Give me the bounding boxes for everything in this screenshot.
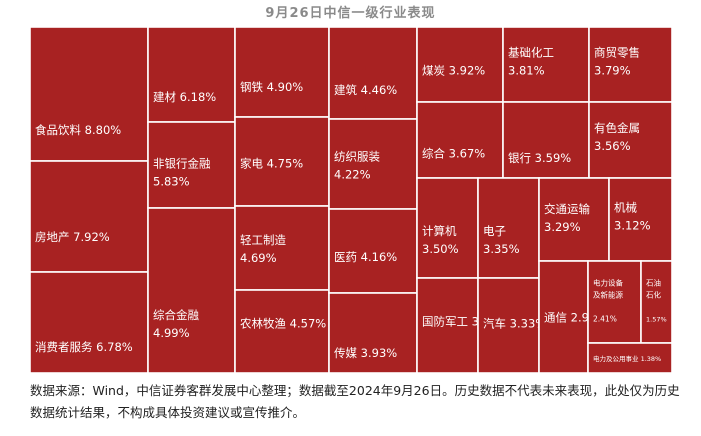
tile-value-label: 3.50%: [422, 242, 459, 256]
tile-value-label: 1.57%: [646, 316, 667, 324]
tile-name-label: 石油: [646, 278, 661, 288]
tile-value-label: 3.12%: [614, 219, 651, 233]
tile-name-label: 纺织服装: [334, 150, 380, 164]
treemap-tile: [29, 26, 149, 162]
tile-value-label: 3.56%: [594, 139, 631, 153]
tile-name-label: 及新能源: [593, 290, 623, 300]
treemap-tile: [147, 207, 236, 374]
treemap-tile: [328, 292, 418, 374]
tile-name-label: 轻工制造: [240, 233, 286, 247]
treemap-tile: [328, 118, 418, 210]
tile-value-label: 3.79%: [594, 64, 631, 78]
tile-value-label: 2.41%: [593, 315, 617, 324]
tile-value-label: 3.29%: [544, 220, 581, 234]
treemap-tile: [416, 101, 504, 179]
tile-label: 汽车 3.33%: [483, 316, 546, 330]
tile-value-label: 4.99%: [153, 326, 190, 340]
treemap-tile: [29, 271, 149, 374]
treemap-tile: [502, 101, 590, 179]
tile-name-label: 基础化工: [508, 46, 554, 60]
tile-name-label: 电力设备: [593, 278, 623, 288]
treemap-tile: [328, 26, 418, 120]
tile-name-label: 商贸零售: [594, 46, 640, 60]
treemap-tile: [416, 177, 479, 279]
tile-label: 传媒 3.93%: [334, 346, 397, 360]
tile-label: 家电 4.75%: [240, 157, 303, 171]
treemap-tile: [587, 260, 642, 344]
treemap-tile: [147, 26, 236, 123]
tile-name-label: 机械: [614, 201, 637, 215]
treemap-tile: [588, 101, 673, 179]
chart-title: 9月26日中信一级行业表现: [265, 6, 436, 21]
treemap-tile: [588, 26, 673, 103]
tile-name-label: 非银行金融: [153, 156, 211, 170]
tile-label: 农林牧渔 4.57%: [240, 316, 326, 330]
tile-label: 银行 3.59%: [508, 151, 571, 165]
tile-name-label: 有色金属: [594, 121, 640, 135]
tile-value-label: 4.69%: [240, 251, 277, 265]
tile-label: 医药 4.16%: [334, 250, 397, 264]
treemap-tile: [477, 277, 540, 374]
treemap-tile: [234, 289, 330, 374]
tile-label: 煤炭 3.92%: [422, 63, 485, 77]
tile-name-label: 石化: [646, 290, 661, 300]
tile-label: 房地产 7.92%: [35, 230, 110, 244]
tile-label: 建材 6.18%: [153, 90, 216, 104]
tile-label: 消费者服务 6.78%: [35, 340, 133, 354]
tile-name-label: 计算机: [422, 224, 457, 238]
source-note: 数据来源：Wind，中信证券客群发展中心整理；数据截至2024年9月26日。历史…: [30, 383, 680, 420]
tile-label: 食品饮料 8.80%: [35, 123, 121, 137]
treemap-tile: [640, 260, 673, 344]
treemap-tile: [587, 342, 673, 374]
treemap-chart: 食品饮料 8.80% 房地产 7.92% 消费者服务 6.78% 建材 6.18% 非银…: [29, 26, 673, 374]
tile-value-label: 4.22%: [334, 168, 371, 182]
tile-label: 钢铁 4.90%: [240, 80, 303, 94]
tile-value-label: 3.35%: [483, 242, 520, 256]
treemap-tile: [538, 260, 589, 374]
treemap-tile: [29, 160, 149, 273]
treemap-tile: [234, 205, 330, 291]
tile-name-label: 综合金融: [153, 308, 199, 322]
treemap-tile: [502, 26, 590, 103]
tile-label: 电力及公用事业 1.38%: [593, 354, 661, 363]
tile-label: 建筑 4.46%: [334, 83, 397, 97]
treemap-tile: [416, 277, 479, 374]
tile-value-label: 3.81%: [508, 64, 545, 78]
treemap-tile: [608, 177, 673, 262]
treemap-tile: [234, 26, 330, 118]
tile-name-label: 电子: [483, 224, 506, 238]
tile-name-label: 交通运输: [544, 202, 590, 216]
treemap-tile: [538, 177, 610, 262]
tile-label: 综合 3.67%: [422, 146, 485, 160]
tile-value-label: 5.83%: [153, 174, 190, 188]
